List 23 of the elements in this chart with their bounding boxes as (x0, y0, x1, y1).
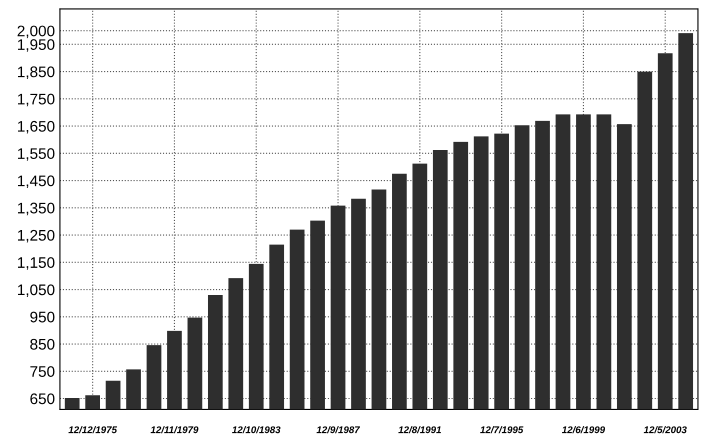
y-tick-label: 1,850 (18, 66, 54, 80)
x-tick-label: 12/9/1987 (316, 426, 360, 434)
y-tick-label: 1,750 (18, 94, 54, 106)
y-tick-label: 2,000 (18, 26, 54, 38)
y-tick-label: 1,450 (18, 175, 54, 188)
x-tick-label: 12/6/1999 (562, 426, 606, 434)
y-tick-label: 1,250 (18, 230, 54, 243)
x-tick-label: 12/5/2003 (644, 426, 687, 434)
x-tick-label: 12/12/1975 (68, 426, 118, 434)
y-tick-label: 1,550 (18, 148, 54, 161)
y-tick-label: 1,150 (18, 257, 54, 270)
y-tick-label: 1,650 (18, 120, 54, 134)
y-tick-label: 850 (30, 338, 54, 350)
x-tick-label: 12/7/1995 (480, 426, 524, 434)
y-tick-label: 1,950 (18, 39, 54, 52)
y-tick-label: 750 (30, 366, 54, 377)
y-tick-label: 950 (30, 312, 54, 322)
x-tick-label: 12/10/1983 (232, 426, 280, 434)
y-tick-label: 650 (30, 393, 54, 404)
x-tick-label: 12/8/1991 (398, 426, 441, 434)
x-tick-label: 12/11/1979 (150, 426, 198, 434)
y-tick-label: 1,350 (18, 202, 54, 216)
y-tick-label: 1,050 (18, 284, 54, 298)
